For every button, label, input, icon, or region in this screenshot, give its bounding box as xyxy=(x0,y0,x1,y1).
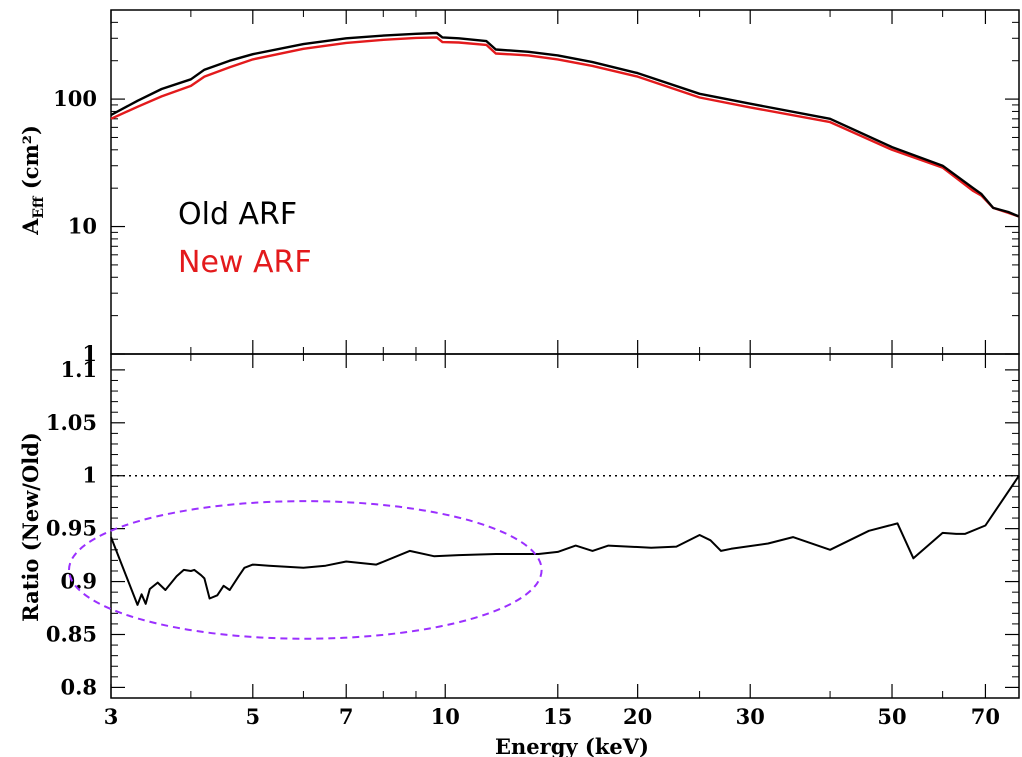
bottom-y-tick-label: 0.85 xyxy=(46,621,97,646)
top-y-tick-label: 100 xyxy=(53,86,97,111)
x-tick-label: 7 xyxy=(339,704,354,729)
aeff-label-sub: Eff xyxy=(31,195,47,219)
legend-old-arf: Old ARF xyxy=(178,197,297,232)
aeff-label-unit: (cm²) xyxy=(18,125,43,196)
x-tick-label: 15 xyxy=(543,704,572,729)
x-tick-label: 10 xyxy=(431,704,460,729)
series-ratio xyxy=(110,475,1020,606)
bottom-y-tick-label: 1.05 xyxy=(46,410,97,435)
aeff-y-axis-label: AEff (cm²) xyxy=(18,125,47,236)
annotation-dashed-ellipse xyxy=(67,500,543,640)
bottom-y-tick-label: 1 xyxy=(82,463,97,488)
aeff-label-main: A xyxy=(18,218,43,236)
bottom-y-tick-label: 0.95 xyxy=(46,516,97,541)
top-y-tick-label: 1 xyxy=(82,341,97,366)
x-tick-label: 5 xyxy=(245,704,260,729)
x-tick-label: 70 xyxy=(971,704,1000,729)
series-old-arf xyxy=(110,31,1020,218)
x-axis-label: Energy (keV) xyxy=(495,734,649,757)
top-y-tick-label: 10 xyxy=(68,214,97,239)
x-tick-label: 20 xyxy=(623,704,652,729)
x-tick-label: 3 xyxy=(104,704,119,729)
x-tick-label: 30 xyxy=(736,704,765,729)
top-panel: 1 10 100 xyxy=(53,9,1020,366)
bottom-y-tick-label: 0.8 xyxy=(60,674,97,699)
legend-new-arf: New ARF xyxy=(178,245,312,280)
series-new-arf xyxy=(110,36,1020,218)
bottom-y-tick-label: 1.1 xyxy=(60,357,97,382)
x-tick-label: 50 xyxy=(877,704,906,729)
ratio-y-axis-label: Ratio (New/Old) xyxy=(18,432,43,622)
bottom-plot-frame xyxy=(110,353,1020,699)
